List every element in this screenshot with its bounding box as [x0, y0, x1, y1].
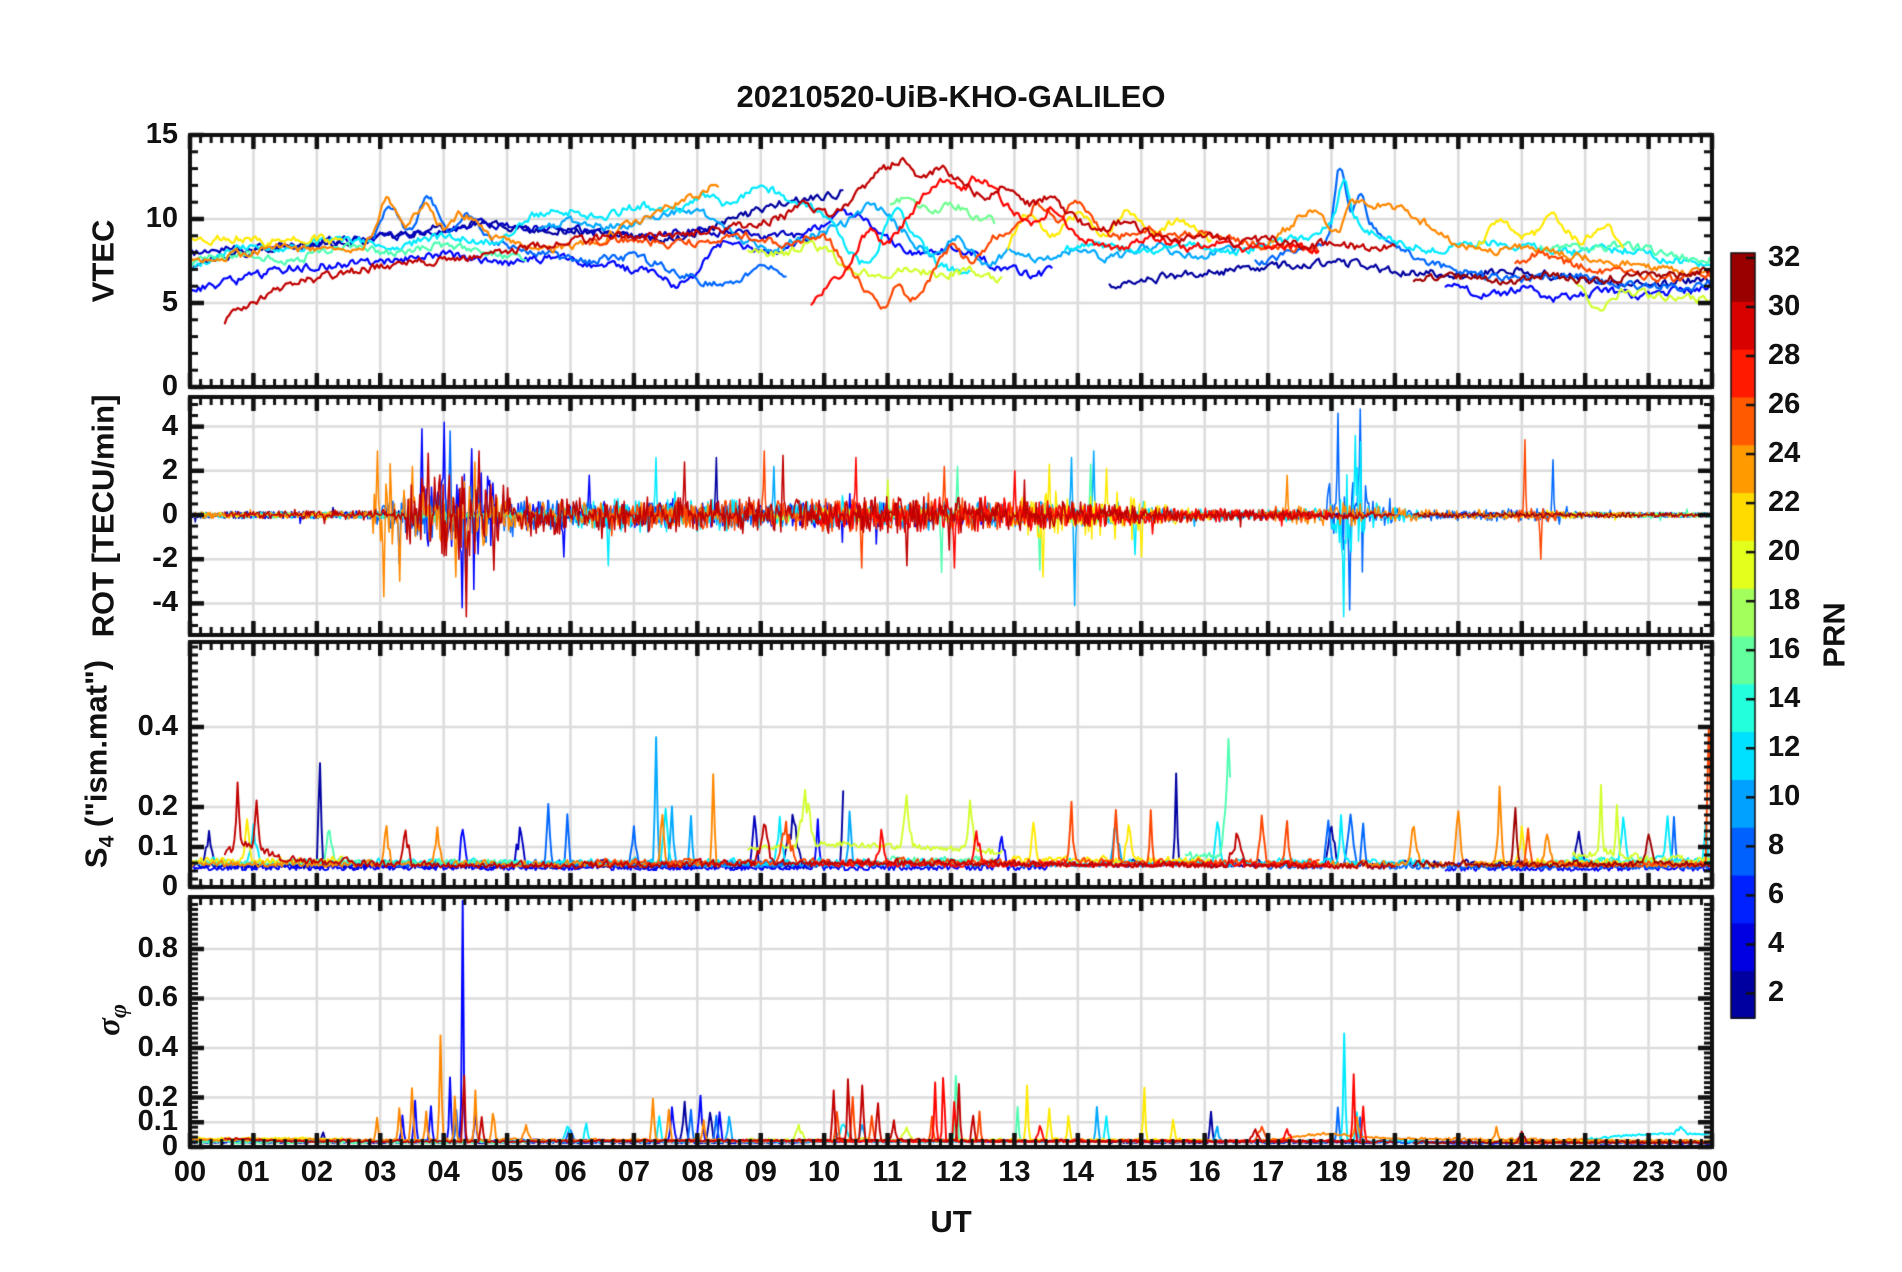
colorbar-tick-label: 26 — [1768, 388, 1801, 421]
y-tick-label-vtec: 5 — [161, 286, 178, 318]
x-tick-label: 20 — [1442, 1156, 1475, 1188]
x-tick-label: 12 — [934, 1156, 968, 1188]
y-tick-label-sigma_phi: 0.4 — [137, 1030, 178, 1063]
x-tick-label: 16 — [1188, 1156, 1221, 1188]
colorbar-tick-label: 22 — [1768, 486, 1801, 519]
x-tick-label: 17 — [1251, 1156, 1285, 1188]
colorbar-tick-label: 12 — [1768, 731, 1801, 764]
y-tick-label-vtec: 15 — [145, 118, 178, 150]
colorbar-tick-label: 14 — [1768, 682, 1801, 715]
x-tick-label: 22 — [1569, 1156, 1602, 1188]
x-tick-label: 10 — [808, 1156, 841, 1188]
y-tick-label-s4: 0.2 — [137, 790, 178, 822]
colorbar-tick-label: 10 — [1768, 780, 1801, 813]
y-tick-label-sigma_phi: 0 — [161, 1130, 178, 1162]
x-tick-label: 01 — [237, 1156, 270, 1188]
x-tick-label: 05 — [490, 1156, 524, 1188]
x-tick-label: 19 — [1378, 1156, 1412, 1188]
colorbar-tick-label: 32 — [1768, 240, 1801, 273]
y-tick-label-vtec: 10 — [145, 202, 178, 234]
y-tick-label-sigma_phi: 0.2 — [137, 1080, 178, 1113]
x-tick-label: 04 — [427, 1156, 460, 1188]
colorbar-tick-label: 24 — [1768, 437, 1801, 470]
colorbar-tick-label: 30 — [1768, 289, 1801, 322]
x-tick-label: 06 — [554, 1156, 587, 1188]
x-tick-label: 23 — [1632, 1156, 1665, 1188]
x-tick-label: 18 — [1315, 1156, 1348, 1188]
y-tick-label-rot: -4 — [152, 586, 178, 619]
y-tick-label-rot: 2 — [161, 453, 178, 486]
colorbar-tick-label: 18 — [1768, 584, 1801, 617]
x-tick-label: 00 — [1695, 1156, 1729, 1188]
y-tick-label-vtec: 0 — [161, 370, 178, 402]
y-tick-label-s4: 0.4 — [137, 710, 178, 742]
y-tick-label-sigma_phi: 0.8 — [137, 931, 178, 964]
y-tick-label-rot: -2 — [152, 542, 178, 575]
x-tick-label: 08 — [681, 1156, 714, 1188]
colorbar-tick-label: 20 — [1768, 535, 1801, 568]
y-tick-label-sigma_phi: 0.6 — [137, 981, 178, 1014]
colorbar-tick-label: 28 — [1768, 338, 1801, 371]
x-tick-label: 21 — [1505, 1156, 1538, 1188]
y-tick-label-s4: 0.1 — [137, 830, 178, 862]
x-tick-label: 11 — [872, 1156, 903, 1188]
colorbar-tick-label: 2 — [1768, 976, 1785, 1009]
x-tick-label: 13 — [998, 1156, 1031, 1188]
y-tick-label-rot: 0 — [161, 498, 178, 530]
colorbar-tick-label: 6 — [1768, 878, 1785, 911]
x-tick-label: 09 — [744, 1156, 777, 1188]
x-tick-label: 07 — [617, 1156, 651, 1188]
y-tick-label-rot: 4 — [161, 409, 178, 442]
y-tick-label-sigma_phi: 0.1 — [137, 1105, 178, 1138]
x-tick-label: 15 — [1125, 1156, 1158, 1188]
chart-title: 20210520-UiB-KHO-GALILEO — [736, 79, 1166, 114]
x-tick-label: 00 — [173, 1156, 207, 1188]
x-tick-label: 14 — [1061, 1156, 1094, 1188]
colorbar-label: PRN — [1816, 602, 1852, 668]
colorbar-tick-label: 8 — [1768, 829, 1785, 862]
x-tick-label: 03 — [364, 1156, 397, 1188]
x-tick-label: 02 — [300, 1156, 333, 1188]
x-axis-label: UT — [930, 1204, 972, 1239]
colorbar-tick-label: 4 — [1768, 927, 1785, 960]
y-tick-label-s4: 0 — [161, 870, 178, 902]
colorbar-tick-label: 16 — [1768, 633, 1801, 666]
